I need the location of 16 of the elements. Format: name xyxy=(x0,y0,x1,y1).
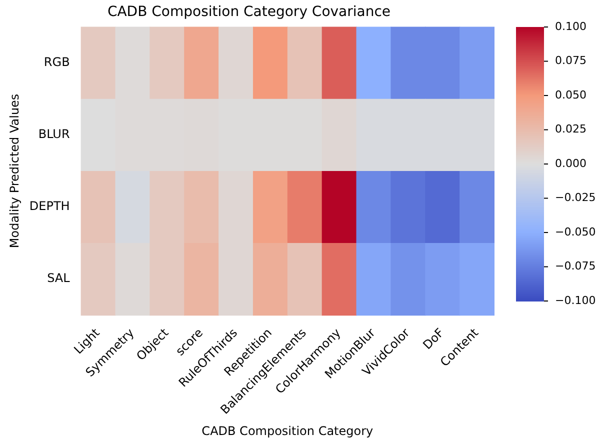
y-tick-label: RGB xyxy=(44,54,70,69)
color-bar-label: −0.025 xyxy=(555,191,596,204)
chart-title: CADB Composition Category Covariance xyxy=(107,4,391,20)
color-bar-label: 0.000 xyxy=(555,156,586,170)
y-tick-label: SAL xyxy=(47,271,70,286)
color-bar-label: −0.050 xyxy=(555,225,596,238)
y-tick-label: BLUR xyxy=(38,127,70,142)
color-bar-label: 0.100 xyxy=(555,20,586,33)
color-bar-label: 0.050 xyxy=(555,88,586,102)
color-bar-label: −0.100 xyxy=(555,294,596,307)
color-bar-label: 0.025 xyxy=(555,122,586,136)
color-bar-label: 0.075 xyxy=(555,54,586,68)
y-tick-label: DEPTH xyxy=(29,199,70,214)
x-axis-title: CADB Composition Category xyxy=(202,424,374,438)
color-bar-label: −0.075 xyxy=(555,260,596,273)
y-axis-title: Modality Predicted Values xyxy=(7,94,22,248)
